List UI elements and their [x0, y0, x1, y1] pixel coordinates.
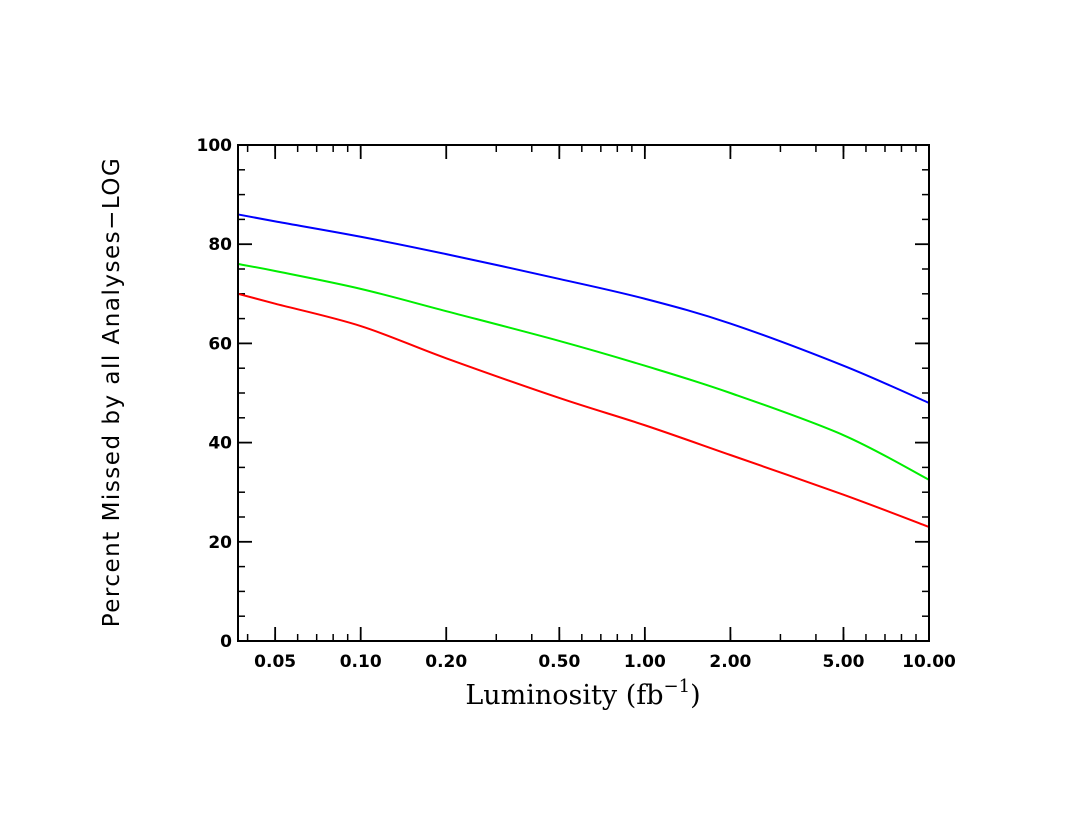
x-tick-label: 10.00: [902, 652, 956, 672]
x-tick-label: 0.20: [425, 652, 467, 672]
x-axis-title-suffix: ): [690, 680, 701, 711]
x-tick-label: 2.00: [709, 652, 751, 672]
x-tick-label: 1.00: [624, 652, 666, 672]
x-tick-label: 0.10: [340, 652, 382, 672]
y-tick-label: 20: [208, 533, 232, 553]
x-tick-label: 0.50: [538, 652, 580, 672]
minor-ticks: [238, 145, 930, 641]
major-ticks: [238, 144, 930, 642]
x-tick-label: 0.05: [254, 652, 296, 672]
series-line-3: [237, 292, 930, 528]
y-axis-title: Percent Missed by all Analyses−LOG: [99, 157, 125, 628]
x-axis-title-superscript: −1: [664, 676, 691, 697]
series-line-2: [237, 263, 930, 481]
y-tick-label: 0: [220, 632, 232, 652]
plot-frame: [237, 144, 930, 642]
x-tick-labels: 0.05 0.10 0.20 0.50 1.00 2.00 5.00 10.00: [254, 652, 956, 672]
y-tick-label: 60: [208, 334, 232, 354]
series-line-1: [237, 213, 930, 404]
x-tick-label: 5.00: [822, 652, 864, 672]
y-tick-label: 80: [208, 235, 232, 255]
series-layer: [237, 213, 930, 528]
x-axis-title: Luminosity (fb−1): [465, 676, 700, 711]
y-tick-label: 100: [197, 136, 233, 156]
y-tick-labels: 0 20 40 60 80 100: [197, 136, 233, 652]
y-tick-label: 40: [208, 434, 232, 454]
